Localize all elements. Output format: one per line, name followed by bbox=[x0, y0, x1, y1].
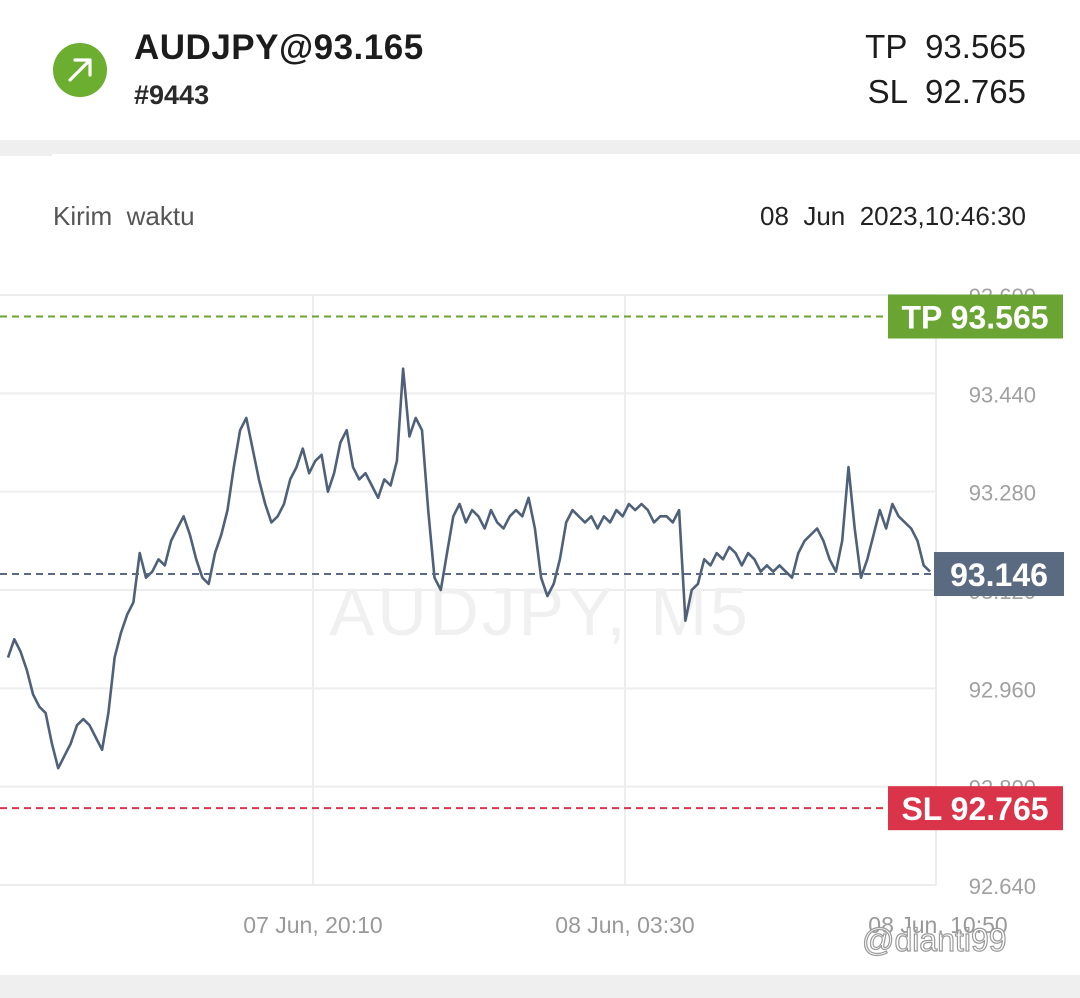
price-line bbox=[6, 367, 931, 770]
trade-header: AUDJPY@93.165 #9443 TP 93.565 SL 92.765 bbox=[0, 0, 1080, 140]
user-watermark: @dianti99 bbox=[861, 921, 1007, 958]
stop-loss-value: SL 92.765 bbox=[867, 73, 1026, 110]
y-tick-label: 92.640 bbox=[969, 874, 1036, 899]
sl-level-label: SL 92.765 bbox=[901, 791, 1048, 827]
take-profit-value: TP 93.565 bbox=[865, 28, 1026, 65]
sl-level-tag bbox=[888, 786, 1063, 831]
tp-level-tag bbox=[888, 294, 1063, 339]
x-tick-label: 07 Jun, 20:10 bbox=[243, 912, 382, 938]
send-time-value: 08 Jun 2023,10:46:30 bbox=[759, 201, 1026, 231]
price-chart[interactable]: AUDJPY, M592.64092.80092.96093.12093.280… bbox=[0, 285, 1080, 975]
arrow-up-right-icon bbox=[53, 43, 107, 97]
y-tick-label: 93.280 bbox=[969, 481, 1036, 506]
bottom-divider bbox=[0, 975, 1080, 998]
section-divider-line bbox=[0, 154, 52, 156]
section-divider bbox=[0, 140, 1080, 154]
send-time-label: Kirim waktu bbox=[53, 201, 195, 231]
current-price-label: 93.146 bbox=[950, 557, 1048, 593]
y-tick-label: 93.440 bbox=[969, 382, 1036, 407]
current-price-tag bbox=[934, 552, 1064, 597]
chart-watermark: AUDJPY, M5 bbox=[329, 574, 751, 650]
x-tick-label: 08 Jun, 10:50 bbox=[868, 912, 1007, 938]
symbol-title: AUDJPY@93.165 bbox=[134, 28, 424, 67]
tp-level-label: TP 93.565 bbox=[901, 300, 1048, 336]
y-tick-label: 92.960 bbox=[969, 677, 1036, 702]
x-tick-label: 08 Jun, 03:30 bbox=[555, 912, 694, 938]
ticket-number: #9443 bbox=[134, 80, 210, 110]
